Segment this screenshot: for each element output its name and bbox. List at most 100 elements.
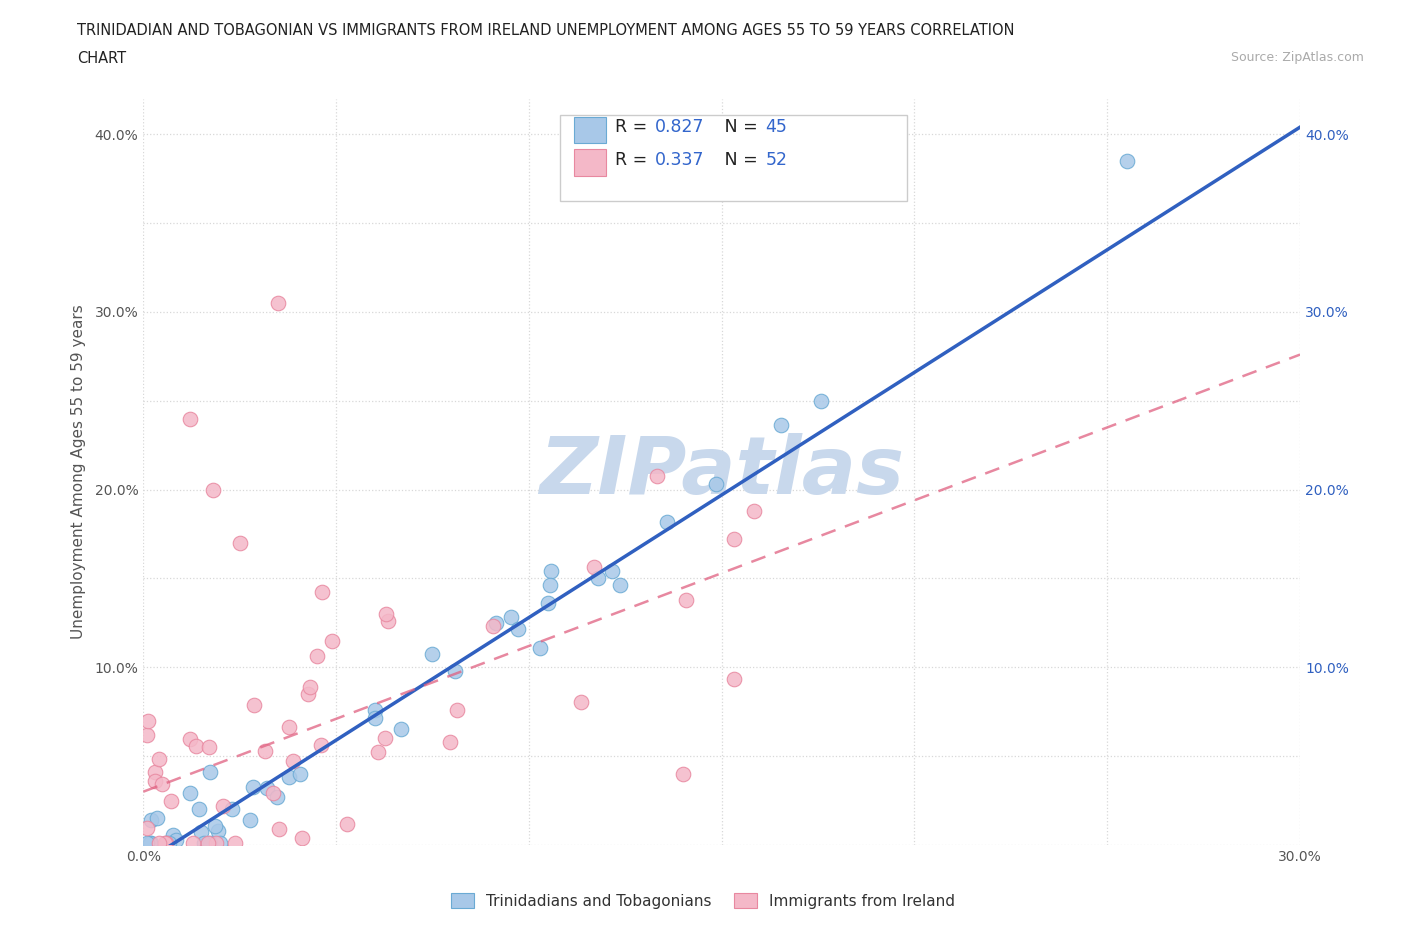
Point xyxy=(150,777,173,791)
Point xyxy=(148,836,170,851)
Point xyxy=(723,671,745,686)
Point xyxy=(136,820,159,835)
Point xyxy=(299,680,322,695)
Point xyxy=(211,798,233,813)
Text: N =: N = xyxy=(707,118,763,136)
Point xyxy=(529,641,551,656)
Point xyxy=(375,606,398,621)
Point xyxy=(742,504,765,519)
Point xyxy=(190,825,212,840)
Text: R =: R = xyxy=(616,118,652,136)
Point xyxy=(336,817,359,831)
Text: 45: 45 xyxy=(766,118,787,136)
Point xyxy=(389,722,412,737)
Point xyxy=(446,702,468,717)
Point xyxy=(657,515,679,530)
Point xyxy=(242,780,264,795)
Point xyxy=(198,739,221,754)
Point xyxy=(198,764,221,779)
Text: CHART: CHART xyxy=(77,51,127,66)
Point xyxy=(155,836,177,851)
Point xyxy=(139,836,162,851)
Point xyxy=(181,836,204,851)
Point xyxy=(537,596,560,611)
Point xyxy=(363,711,385,725)
Point xyxy=(645,469,668,484)
Point xyxy=(224,836,246,851)
Point xyxy=(197,836,219,851)
Point xyxy=(146,810,169,825)
Point xyxy=(309,737,332,752)
Point xyxy=(159,793,181,808)
Legend: Trinidadians and Tobagonians, Immigrants from Ireland: Trinidadians and Tobagonians, Immigrants… xyxy=(444,886,962,915)
Point xyxy=(205,836,228,851)
Point xyxy=(201,482,224,497)
Point xyxy=(485,616,508,631)
Point xyxy=(187,802,209,817)
Point xyxy=(600,564,623,578)
Point xyxy=(157,836,180,851)
Point xyxy=(179,732,201,747)
Bar xyxy=(574,150,606,177)
Point xyxy=(136,714,159,729)
Point xyxy=(204,818,226,833)
Point xyxy=(179,411,201,426)
Point xyxy=(221,801,243,816)
Point xyxy=(153,836,176,851)
Text: 52: 52 xyxy=(766,151,787,169)
Text: Source: ZipAtlas.com: Source: ZipAtlas.com xyxy=(1230,51,1364,64)
Point xyxy=(200,836,222,851)
Point xyxy=(586,570,609,585)
Point xyxy=(256,780,278,795)
Point xyxy=(291,830,314,845)
Point xyxy=(583,560,606,575)
Point xyxy=(506,622,529,637)
Point xyxy=(321,634,343,649)
Point xyxy=(569,695,592,710)
Point xyxy=(243,698,266,712)
Point xyxy=(162,828,184,843)
Point xyxy=(136,727,159,742)
Text: 0.337: 0.337 xyxy=(655,151,704,169)
Point xyxy=(267,296,290,311)
Point xyxy=(193,836,215,851)
Point xyxy=(278,769,301,784)
Point xyxy=(139,813,162,828)
Y-axis label: Unemployment Among Ages 55 to 59 years: Unemployment Among Ages 55 to 59 years xyxy=(72,304,86,639)
Point xyxy=(439,735,461,750)
Point xyxy=(374,730,396,745)
Point xyxy=(145,774,167,789)
Point xyxy=(675,593,697,608)
Point xyxy=(228,536,250,551)
Point xyxy=(143,765,166,780)
Point xyxy=(1115,153,1137,168)
Point xyxy=(672,766,695,781)
Point xyxy=(266,790,288,804)
Point xyxy=(443,664,465,679)
Point xyxy=(278,720,301,735)
Point xyxy=(481,618,503,633)
Text: TRINIDADIAN AND TOBAGONIAN VS IMMIGRANTS FROM IRELAND UNEMPLOYMENT AMONG AGES 55: TRINIDADIAN AND TOBAGONIAN VS IMMIGRANTS… xyxy=(77,23,1015,38)
Point xyxy=(207,824,229,839)
Point xyxy=(165,832,187,847)
Point xyxy=(253,744,276,759)
Point xyxy=(139,836,162,851)
Point xyxy=(769,418,792,432)
Point xyxy=(136,836,159,851)
Point xyxy=(148,751,170,766)
Point xyxy=(184,738,207,753)
Bar xyxy=(560,115,907,201)
Point xyxy=(281,753,304,768)
Point xyxy=(290,766,312,781)
Text: 0.827: 0.827 xyxy=(655,118,704,136)
Point xyxy=(540,564,562,578)
Bar xyxy=(574,116,606,143)
Point xyxy=(377,614,399,629)
Point xyxy=(538,578,561,592)
Point xyxy=(367,745,389,760)
Point xyxy=(704,477,727,492)
Point xyxy=(262,786,284,801)
Point xyxy=(239,813,262,828)
Point xyxy=(609,578,631,592)
Point xyxy=(364,702,387,717)
